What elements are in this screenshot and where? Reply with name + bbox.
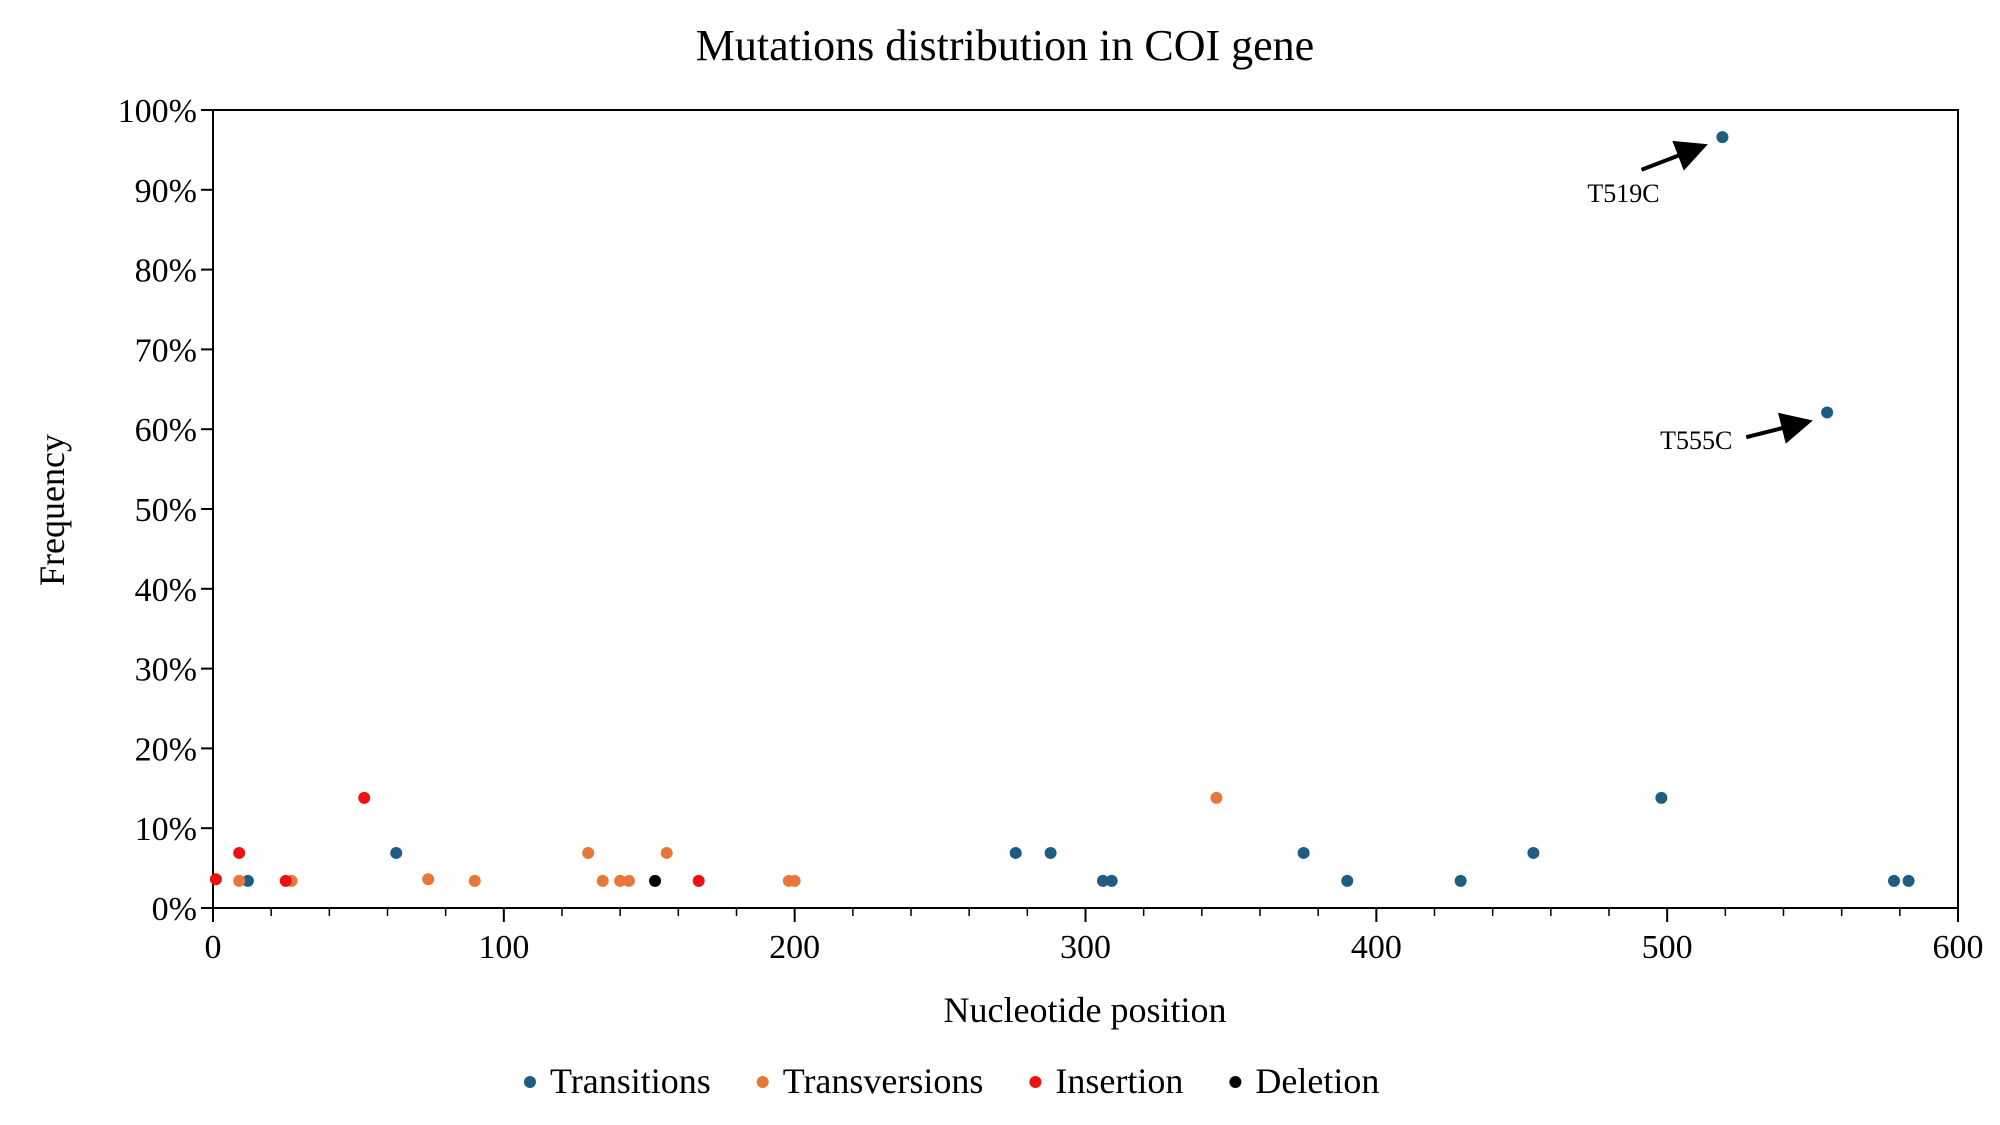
annotation-arrow — [1640, 140, 1708, 172]
annotation-label: T519C — [1587, 179, 1659, 208]
y-axis-title: Frequency — [32, 434, 72, 586]
x-tick-label: 500 — [1642, 929, 1693, 966]
point-insertion — [233, 846, 246, 859]
legend: Transitions Transversions Insertion Deletio… — [524, 1061, 1379, 1101]
point-insertion — [692, 874, 705, 887]
point-transitions — [1009, 846, 1022, 859]
point-transversions — [788, 874, 801, 887]
point-insertion — [358, 791, 371, 804]
y-tick-label: 10% — [135, 811, 197, 848]
y-tick-label: 80% — [135, 253, 197, 290]
point-transversions — [468, 874, 481, 887]
legend-marker-transversions — [756, 1076, 769, 1088]
point-transitions — [1297, 846, 1310, 859]
x-tick-label: 100 — [478, 929, 529, 966]
x-tick-label: 600 — [1933, 929, 1984, 966]
point-transitions — [1341, 874, 1354, 887]
annotations: T519C T555C — [1587, 140, 1813, 455]
point-transversions — [582, 846, 595, 859]
point-insertion — [209, 873, 222, 886]
y-tick-label: 50% — [135, 492, 197, 529]
x-tick-label: 300 — [1060, 929, 1111, 966]
legend-label-transversions: Transversions — [783, 1061, 984, 1101]
point-transversions — [1210, 791, 1223, 804]
point-transitions — [1888, 874, 1901, 887]
point-transitions — [1527, 846, 1540, 859]
legend-marker-insertion — [1029, 1076, 1042, 1088]
point-transitions — [241, 874, 254, 887]
point-transitions — [1902, 874, 1915, 887]
chart-title: Mutations distribution in COI gene — [696, 21, 1314, 70]
point-transversions — [596, 874, 609, 887]
y-tick-label: 0% — [152, 891, 197, 928]
point-deletion — [649, 874, 662, 887]
axes — [212, 109, 1959, 909]
plot-area-border — [212, 109, 1959, 909]
x-axis-title: Nucleotide position — [944, 990, 1227, 1030]
y-tick-label: 40% — [135, 572, 197, 609]
y-tick-label: 60% — [135, 412, 197, 449]
legend-label-deletion: Deletion — [1255, 1061, 1379, 1101]
y-tick-label: 90% — [135, 173, 197, 210]
y-tick-label: 70% — [135, 332, 197, 369]
legend-marker-deletion — [1229, 1076, 1242, 1088]
annotation-label: T555C — [1660, 426, 1732, 455]
point-transitions — [1454, 874, 1467, 887]
y-tick-label: 20% — [135, 731, 197, 768]
point-transitions — [390, 846, 403, 859]
point-transversions — [660, 846, 673, 859]
point-transitions — [1044, 846, 1057, 859]
point-transversions — [622, 874, 635, 887]
point-transitions — [1105, 874, 1118, 887]
y-tick-label: 100% — [118, 93, 197, 130]
y-tick-label: 30% — [135, 652, 197, 689]
point-transitions — [1821, 406, 1834, 419]
point-transitions — [1655, 791, 1668, 804]
point-insertion — [279, 874, 292, 887]
x-tick-label: 400 — [1351, 929, 1402, 966]
x-tick-label: 200 — [769, 929, 820, 966]
legend-label-transitions: Transitions — [550, 1061, 711, 1101]
data-points — [209, 131, 1915, 887]
point-transitions — [1716, 131, 1729, 144]
x-tick-label: 0 — [205, 929, 222, 966]
point-transversions — [614, 874, 627, 887]
legend-marker-transitions — [524, 1076, 536, 1088]
axis-ticks: 0% 10% 20% 30% 40% 50% 60% 70% 80% 90% 100% 0 100 200… — [118, 93, 1984, 966]
point-transversions — [422, 873, 435, 886]
point-transversions — [233, 874, 246, 887]
legend-label-insertion: Insertion — [1055, 1061, 1183, 1101]
annotation-arrow — [1745, 412, 1813, 444]
point-transitions — [1096, 874, 1109, 887]
